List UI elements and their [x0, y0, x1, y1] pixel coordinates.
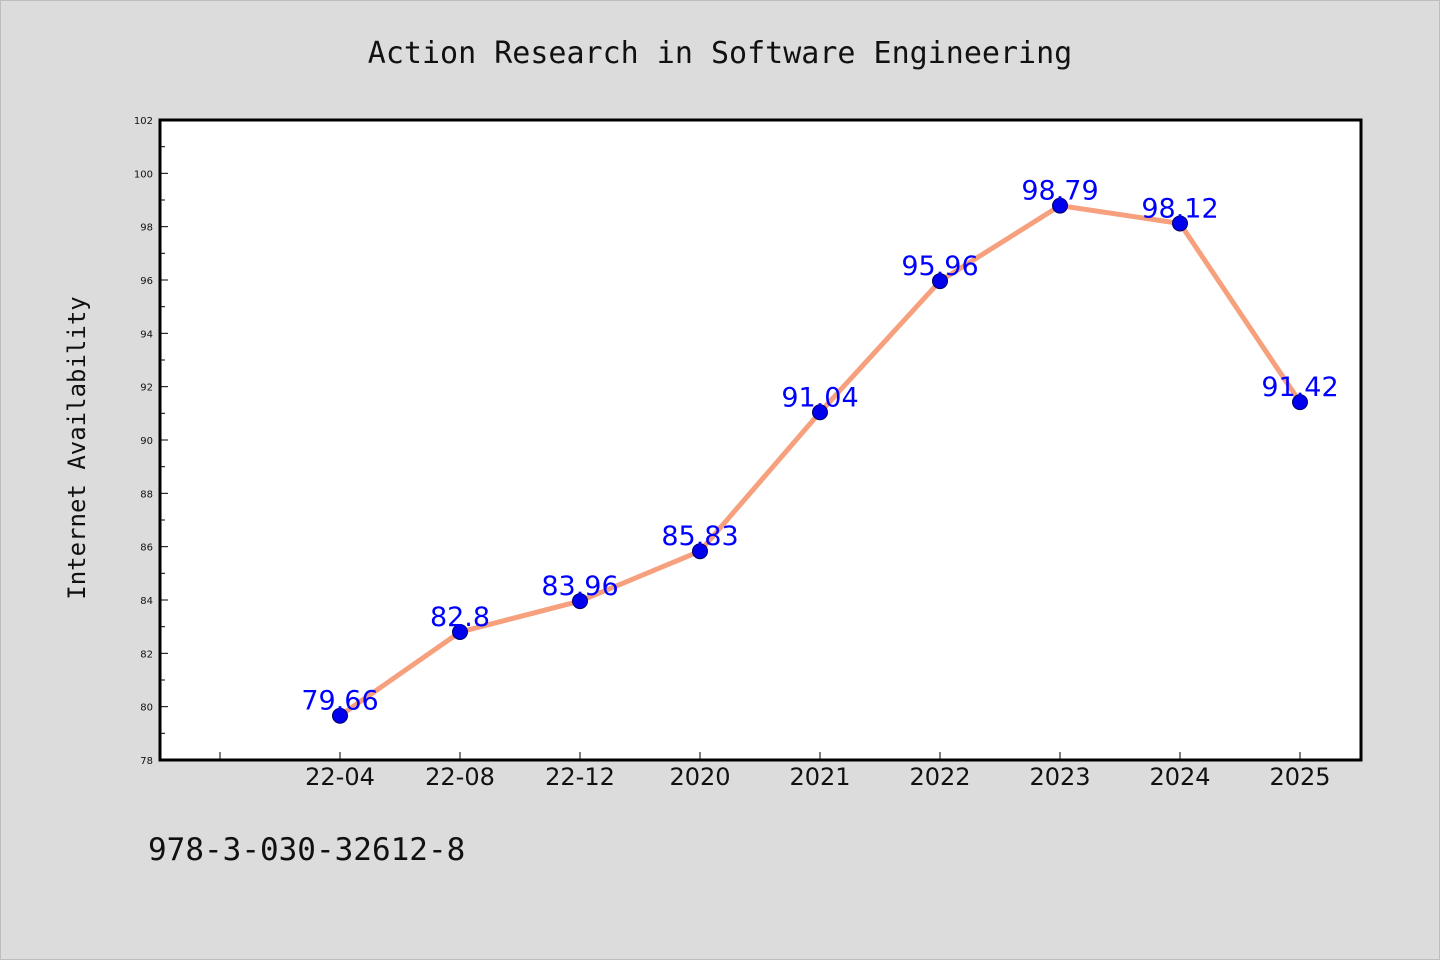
data-label: 79.66 — [301, 686, 378, 717]
y-tick-label: 84 — [140, 596, 153, 607]
y-tick-label: 88 — [140, 489, 153, 500]
y-tick-label: 98 — [140, 223, 153, 234]
data-point — [1172, 215, 1188, 232]
y-tick-label: 102 — [134, 116, 153, 127]
data-label: 85.83 — [661, 521, 738, 552]
data-label: 98.12 — [1141, 193, 1218, 224]
x-tick-label: 22-04 — [305, 763, 375, 791]
data-point — [332, 707, 348, 724]
chart-title: Action Research in Software Engineering — [368, 36, 1072, 71]
data-label: 82.8 — [430, 602, 490, 633]
x-tick-label: 2025 — [1269, 763, 1330, 791]
y-tick-label: 82 — [140, 649, 153, 660]
y-tick-label: 90 — [140, 436, 153, 447]
data-point — [1292, 394, 1308, 411]
x-tick-label: 2021 — [789, 763, 850, 791]
y-tick-label: 80 — [140, 703, 153, 714]
data-point — [1052, 197, 1068, 214]
y-tick-label: 92 — [140, 383, 153, 394]
data-label: 98.79 — [1021, 176, 1098, 207]
data-label: 83.96 — [541, 571, 618, 602]
data-point — [692, 543, 708, 560]
data-point — [812, 404, 828, 421]
x-axis-ticks: 22-04 22-08 22-12 2020 2021 2022 2023 2024 2025 — [219, 752, 1331, 791]
x-tick-label: 22-08 — [425, 763, 495, 791]
series-layer — [332, 197, 1308, 724]
x-tick-label: 2023 — [1029, 763, 1090, 791]
y-tick-label: 96 — [140, 276, 153, 287]
x-tick-label: 22-12 — [545, 763, 615, 791]
plot-border — [158, 118, 1363, 762]
y-tick-label: 78 — [140, 756, 153, 767]
data-label: 95.96 — [901, 251, 978, 282]
x-tick-label: 2022 — [909, 763, 970, 791]
data-label-layer: 79.66 82.8 83.96 85.83 91.04 95.96 98.79 98.12 9… — [301, 176, 1338, 717]
y-axis-label: Internet Availability — [63, 296, 91, 599]
y-tick-label: 94 — [140, 329, 153, 340]
plot-area — [160, 120, 1361, 760]
isbn-footnote: 978-3-030-32612-8 — [148, 832, 466, 868]
data-point — [452, 624, 468, 640]
data-label: 91.04 — [781, 382, 858, 413]
x-tick-label: 2024 — [1149, 763, 1210, 791]
x-tick-label: 2020 — [669, 763, 730, 791]
data-point — [932, 273, 948, 290]
y-tick-label: 86 — [140, 543, 153, 554]
data-label: 91.42 — [1261, 372, 1338, 403]
y-tick-label: 100 — [134, 169, 153, 180]
data-point — [572, 593, 588, 610]
